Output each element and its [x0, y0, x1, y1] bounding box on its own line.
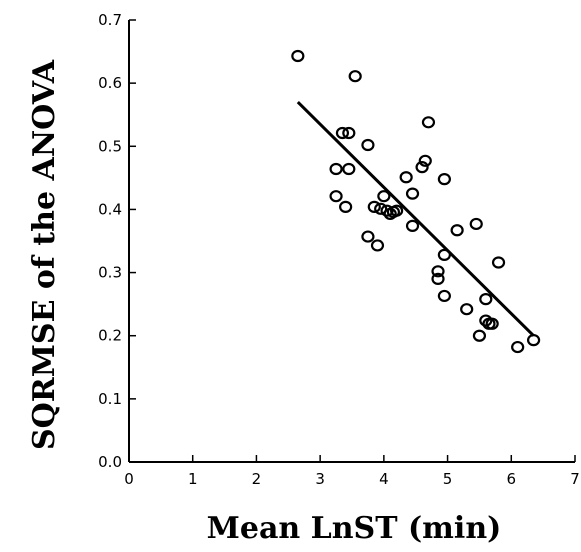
data-point: [374, 202, 388, 215]
data-point: [479, 314, 493, 327]
y-tick-label: 0.2: [98, 327, 122, 345]
y-tick-label: 0.7: [98, 11, 122, 29]
data-point: [437, 289, 451, 303]
data-point: [291, 49, 305, 63]
data-point: [491, 256, 506, 269]
x-tick-label: 1: [188, 470, 198, 488]
data-point: [329, 190, 343, 203]
x-tick-label: 7: [570, 470, 580, 488]
x-tick-label: 2: [252, 470, 262, 488]
data-point: [415, 161, 429, 174]
data-point: [472, 329, 487, 342]
x-axis-label: Mean LnST (min): [207, 511, 502, 546]
data-points: [291, 49, 541, 354]
x-tick-label: 3: [315, 470, 325, 488]
regression-line: [296, 101, 535, 337]
data-point: [399, 171, 413, 184]
data-point: [450, 224, 464, 237]
y-axis-label: SQRMSE of the ANOVA: [27, 59, 62, 450]
data-point: [390, 204, 404, 217]
data-point: [339, 200, 353, 214]
x-tick-label: 6: [507, 470, 517, 488]
data-point: [479, 292, 493, 306]
data-point: [377, 190, 391, 203]
y-axis-ticks: 0.0 0.1 0.2 0.3 0.4 0.5 0.6 0.7: [98, 11, 136, 471]
data-point: [511, 340, 525, 354]
data-point: [418, 154, 432, 167]
y-tick-label: 0.4: [98, 200, 122, 218]
data-point: [380, 204, 394, 217]
data-point: [431, 272, 445, 285]
data-point: [485, 317, 499, 330]
data-point: [367, 200, 381, 214]
axes: [128, 20, 575, 463]
data-point: [370, 239, 385, 252]
y-tick-label: 0.6: [98, 74, 122, 92]
x-tick-label: 5: [443, 470, 453, 488]
data-point: [342, 126, 356, 140]
data-point: [431, 265, 445, 278]
data-point: [437, 248, 451, 261]
data-point: [526, 334, 541, 347]
data-point: [437, 173, 451, 186]
data-point: [329, 162, 343, 176]
data-point: [361, 230, 375, 243]
data-point: [335, 126, 350, 140]
data-point: [342, 162, 356, 176]
y-tick-label: 0.5: [98, 137, 122, 155]
regression-line-group: [296, 101, 535, 337]
y-tick-label: 0.1: [98, 390, 122, 408]
x-axis-ticks: 0 1 2 3 4 5 6 7: [124, 455, 580, 488]
data-point: [405, 187, 420, 200]
data-point: [361, 138, 375, 152]
data-point: [348, 70, 362, 83]
data-point: [460, 303, 474, 316]
data-point: [421, 116, 436, 129]
y-tick-label: 0.3: [98, 264, 122, 282]
x-tick-label: 4: [379, 470, 389, 488]
y-tick-label: 0.0: [98, 453, 122, 471]
data-point: [469, 217, 483, 231]
x-tick-label: 0: [124, 470, 134, 488]
data-point: [405, 219, 420, 232]
